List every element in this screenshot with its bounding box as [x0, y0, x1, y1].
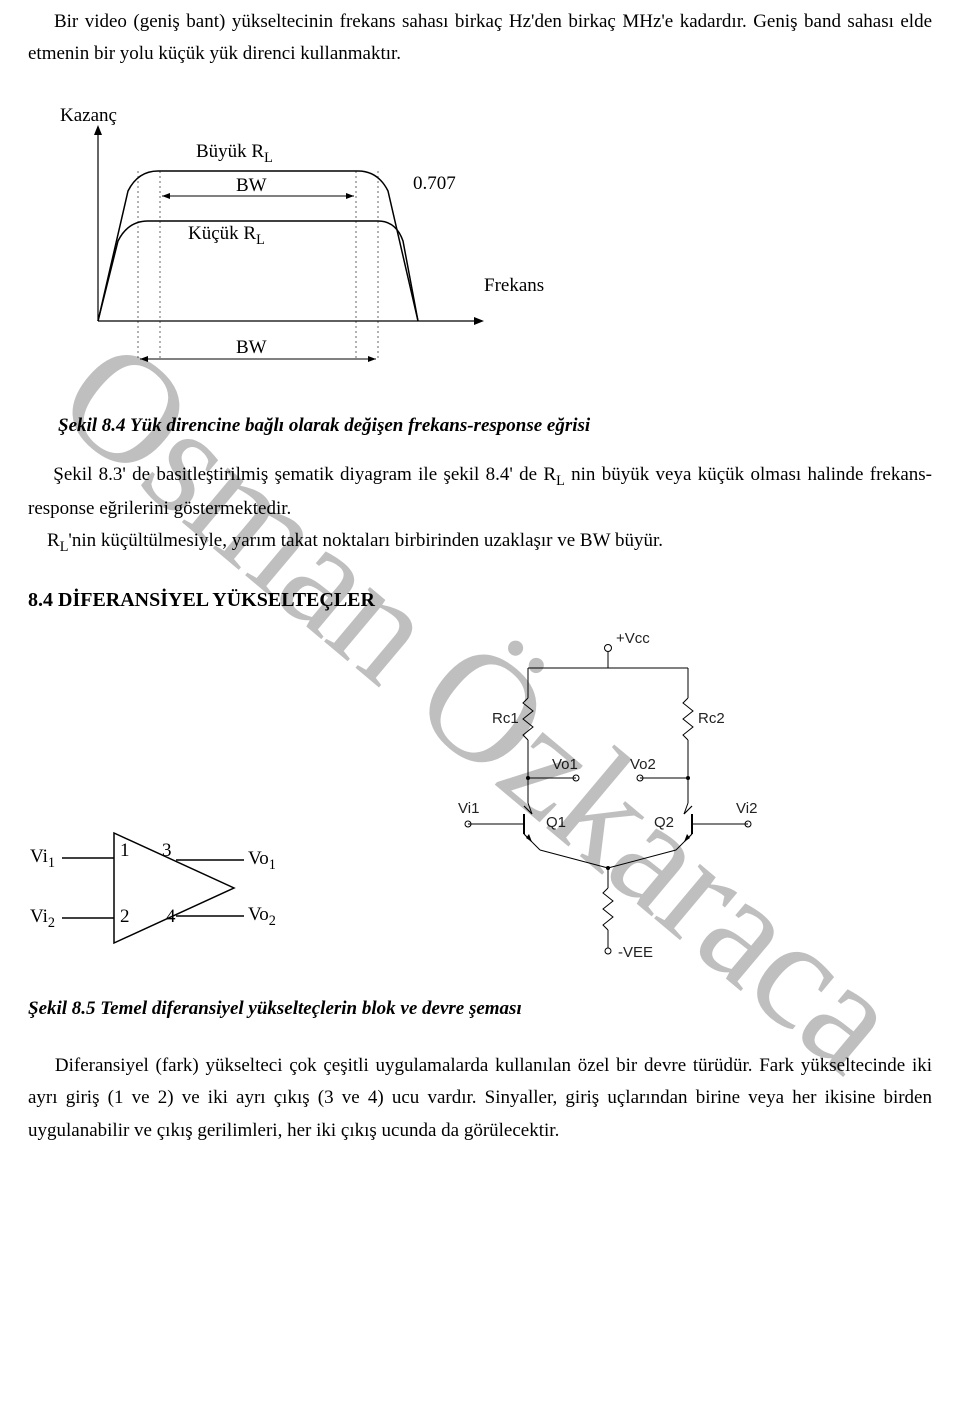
- frequency-response-graph: Kazanç Büyük RL BW 0.707 Küçük RL Frekan…: [58, 111, 932, 411]
- block-diagram: Vi1 Vi2 Vo1 Vo2 1 2 3 4: [34, 828, 294, 973]
- vo2-circ-label: Vo2: [630, 756, 656, 773]
- rc2-label: Rc2: [698, 710, 725, 727]
- curve-top-sub: L: [264, 149, 273, 165]
- caption-figure-8-4: Şekil 8.4 Yük direncine bağlı olarak değ…: [58, 415, 932, 437]
- caption-figure-8-5: Şekil 8.5 Temel diferansiyel yükselteçle…: [28, 998, 932, 1020]
- circuit-schematic: +Vcc Rc1 Rc2 Vo1 Vo2 Vi1 Vi2 Q1 Q2 -VEE: [458, 628, 758, 983]
- q2-label: Q2: [654, 814, 674, 831]
- pin-3: 3: [162, 840, 172, 862]
- pin-1: 1: [120, 840, 130, 862]
- pin-2: 2: [120, 906, 130, 928]
- q1-label: Q1: [546, 814, 566, 831]
- bw-bottom-label: BW: [236, 337, 267, 359]
- intro-paragraph: Bir video (geniş bant) yükseltecinin fre…: [28, 6, 932, 71]
- vi2-circ-label: Vi2: [736, 800, 757, 817]
- curve-inner-label: Küçük RL: [188, 223, 265, 249]
- mid-line3b: 'nin küçültülmesiyle, yarım takat noktal…: [68, 530, 663, 551]
- pin-4: 4: [166, 906, 176, 928]
- section-heading-8-4: 8.4 DİFERANSİYEL YÜKSELTEÇLER: [28, 589, 932, 612]
- y-axis-label: Kazanç: [60, 105, 117, 127]
- vee-label: -VEE: [618, 944, 653, 961]
- vo1-circ-label: Vo1: [552, 756, 578, 773]
- bw-top-label: BW: [236, 175, 267, 197]
- x-axis-label: Frekans: [484, 275, 544, 297]
- curve-top-text: Büyük R: [196, 141, 264, 162]
- final-text: Diferansiyel (fark) yükselteci çok çeşit…: [28, 1055, 932, 1141]
- vo2-label: Vo2: [248, 904, 276, 930]
- value-707-label: 0.707: [413, 173, 456, 195]
- vcc-label: +Vcc: [616, 630, 650, 647]
- mid-line1b: nin büyük veya küçük olması: [565, 464, 801, 485]
- intro-text: Bir video (geniş bant) yükseltecinin fre…: [28, 11, 932, 64]
- vi2-label: Vi2: [30, 906, 55, 932]
- mid-line1a: Şekil 8.3' de basitleştirilmiş şematik d…: [53, 464, 556, 485]
- final-paragraph: Diferansiyel (fark) yükselteci çok çeşit…: [28, 1050, 932, 1147]
- rc1-label: Rc1: [492, 710, 519, 727]
- curve-inner-text: Küçük R: [188, 223, 256, 244]
- mid-line1-sub: L: [556, 472, 565, 488]
- circuit-svg: [458, 628, 758, 978]
- graph-svg: [58, 111, 578, 391]
- mid-paragraph: Şekil 8.3' de basitleştirilmiş şematik d…: [28, 459, 932, 559]
- vi1-label: Vi1: [30, 846, 55, 872]
- vo1-label: Vo1: [248, 848, 276, 874]
- curve-inner-sub: L: [256, 231, 265, 247]
- vi1-circ-label: Vi1: [458, 800, 479, 817]
- curve-top-label: Büyük RL: [196, 141, 273, 167]
- diagram-area: Vi1 Vi2 Vo1 Vo2 1 2 3 4: [28, 618, 932, 988]
- mid-line3a: R: [47, 530, 60, 551]
